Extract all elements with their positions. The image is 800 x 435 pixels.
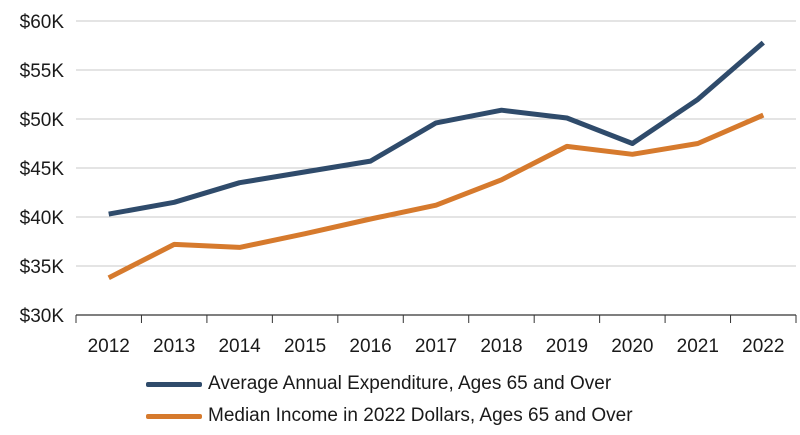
x-tick-label: 2015: [284, 336, 326, 357]
y-tick-label: $45K: [20, 159, 65, 180]
y-tick-label: $35K: [20, 257, 65, 278]
legend-swatch-expenditure: [146, 381, 202, 387]
gridlines: [76, 20, 796, 316]
x-tick-label: 2016: [349, 336, 391, 357]
x-tick-label: 2021: [677, 336, 719, 357]
legend: Average Annual Expenditure, Ages 65 and …: [146, 368, 633, 432]
x-axis-tick-labels: 2012 2013 2014 2015 2016 2017 2018 2019 2020 2021…: [88, 336, 785, 357]
x-tick-label: 2012: [88, 336, 130, 357]
legend-label-expenditure: Average Annual Expenditure, Ages 65 and …: [208, 373, 612, 394]
y-axis-tick-labels: $30K $35K $40K $45K $50K $55K $60K: [20, 12, 65, 327]
x-axis-tick-marks: [75, 315, 797, 323]
y-tick-label: $50K: [20, 110, 65, 131]
legend-label-income: Median Income in 2022 Dollars, Ages 65 a…: [208, 405, 633, 426]
y-tick-label: $60K: [20, 12, 65, 33]
y-tick-label: $55K: [20, 61, 65, 82]
series-lines: [107, 40, 765, 281]
series-line-expenditure: [108, 40, 765, 217]
legend-swatch-income: [146, 413, 202, 419]
legend-item-expenditure: Average Annual Expenditure, Ages 65 and …: [146, 368, 633, 400]
x-tick-label: 2018: [480, 336, 522, 357]
series-line-income: [107, 112, 765, 281]
x-tick-label: 2020: [611, 336, 653, 357]
x-tick-label: 2013: [153, 336, 195, 357]
y-tick-label: $30K: [20, 306, 65, 327]
legend-item-income: Median Income in 2022 Dollars, Ages 65 a…: [146, 400, 633, 432]
x-tick-label: 2014: [218, 336, 261, 357]
y-tick-label: $40K: [20, 208, 65, 229]
x-tick-label: 2019: [546, 336, 588, 357]
x-tick-label: 2017: [415, 336, 457, 357]
x-tick-label: 2022: [742, 336, 784, 357]
